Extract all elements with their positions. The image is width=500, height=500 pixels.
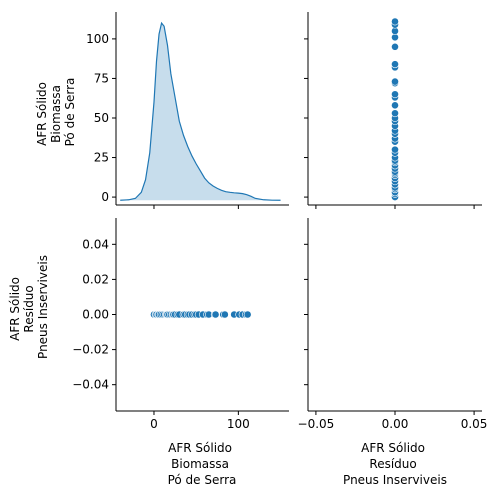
x-axis-label-pneus: AFR Sólido Resíduo Pneus Inserviveis — [343, 441, 447, 487]
panel-bl-ytick-label: −0.02 — [72, 343, 109, 357]
y-axis-label-pneus-line-1: AFR Sólido — [8, 277, 22, 341]
scatter-point — [211, 310, 220, 319]
y-axis-label-pneus-line-3: Pneus Inserviveis — [36, 255, 50, 359]
panel-bl-ytick-label: −0.04 — [72, 378, 109, 392]
panel-br-xtick-label: 0.05 — [461, 417, 488, 431]
panel-tl-ytick-label: 25 — [94, 151, 109, 165]
panel-tl-ytick-label: 50 — [94, 111, 109, 125]
y-axis-label-pneus-line-2: Resíduo — [22, 285, 36, 332]
panel-bl-ytick-label: 0.02 — [82, 272, 109, 286]
panel-br-xtick-label: −0.05 — [298, 417, 335, 431]
panel-biomassa-kde: 0 25 50 75 100 — [86, 12, 289, 209]
scatter-point — [391, 109, 399, 118]
kde-line — [120, 21, 281, 201]
panel-tl-ytick-label: 75 — [94, 71, 109, 85]
y-axis-label-biomassa-line-1: AFR Sólido — [35, 82, 49, 146]
y-axis-label-biomassa: AFR Sólido Biomassa Pó de Serra — [35, 78, 77, 147]
x-axis-label-pneus-line-1: AFR Sólido — [361, 441, 425, 455]
x-axis-label-pneus-line-3: Pneus Inserviveis — [343, 473, 447, 487]
x-axis-label-biomassa-line-1: AFR Sólido — [168, 441, 232, 455]
panel-tl-ytick-label: 100 — [86, 32, 109, 46]
panel-br-xtick-label: 0.00 — [382, 417, 409, 431]
scatter-point — [391, 145, 399, 154]
x-axis-label-biomassa-line-2: Biomassa — [171, 457, 229, 471]
panel-pneus-vs-biomassa-scatter — [304, 12, 482, 209]
panel-bl-xtick-label: 0 — [150, 417, 158, 431]
y-axis-label-pneus: AFR Sólido Resíduo Pneus Inserviveis — [8, 255, 50, 359]
y-axis-label-biomassa-line-2: Biomassa — [49, 85, 63, 143]
panel-pneus-kde-empty: −0.05 0.00 0.05 — [298, 218, 488, 431]
panel-bl-ytick-label: 0.04 — [82, 237, 109, 251]
scatter-point — [391, 77, 399, 86]
x-axis-label-biomassa-line-3: Pó de Serra — [168, 473, 237, 487]
panel-biomassa-vs-pneus-scatter: −0.04 −0.02 0.00 0.02 0.04 0 100 — [72, 218, 289, 431]
y-axis-label-biomassa-line-3: Pó de Serra — [63, 78, 77, 147]
scatter-point — [391, 17, 399, 26]
scatter-point — [391, 101, 399, 110]
x-axis-label-biomassa: AFR Sólido Biomassa Pó de Serra — [168, 441, 237, 487]
panel-bl-ytick-label: 0.00 — [82, 308, 109, 322]
scatter-point — [391, 90, 399, 99]
scatter-point — [391, 60, 399, 69]
kde-fill-area — [120, 23, 281, 201]
panel-bl-xtick-label: 100 — [227, 417, 250, 431]
x-axis-label-pneus-line-2: Resíduo — [369, 457, 416, 471]
scatter-point — [391, 42, 399, 51]
scatter-point — [243, 310, 252, 319]
panel-tl-ytick-label: 0 — [101, 190, 109, 204]
scatter-point — [220, 310, 229, 319]
